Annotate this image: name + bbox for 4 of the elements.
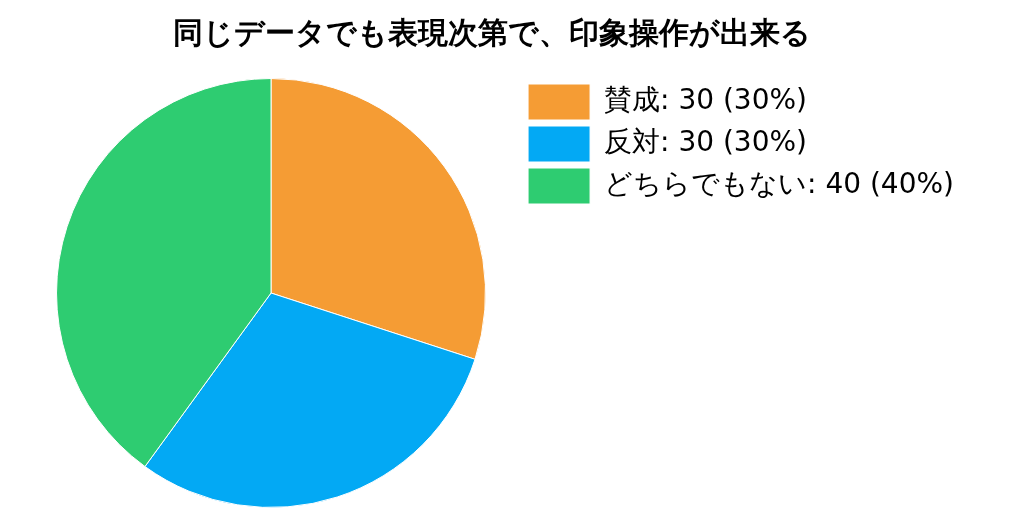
legend-label: 賛成: 30 (30%) (604, 83, 808, 117)
chart-title: 同じデータでも表現次第で、印象操作が出来る (172, 14, 812, 52)
legend-label: どちらでもない: 40 (40%) (604, 167, 955, 201)
legend-label: 反対: 30 (30%) (604, 125, 808, 159)
